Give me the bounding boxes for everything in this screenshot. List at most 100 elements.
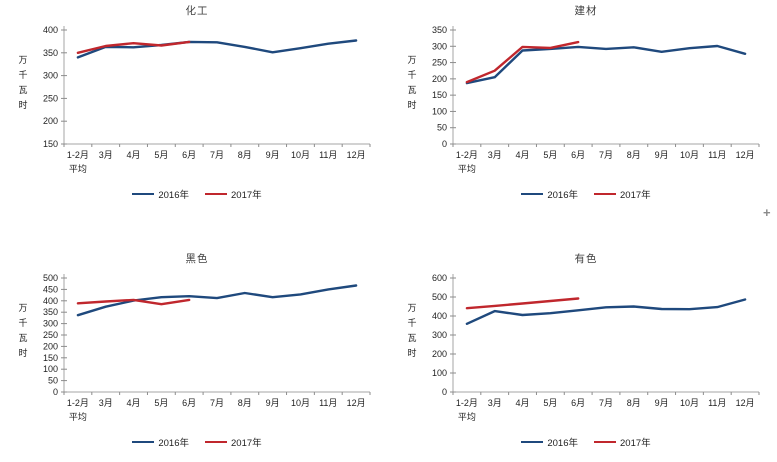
y-tick-label: 200 (432, 74, 447, 84)
x-tick-label: 9月 (266, 398, 280, 408)
legend-line-2017-swatch (205, 440, 227, 444)
legend-label-2017: 2017年 (620, 438, 651, 449)
x-tick-label: 5月 (543, 150, 557, 160)
y-tick-label: 350 (432, 25, 447, 35)
y-tick-label: 100 (432, 368, 447, 378)
x-tick-label: 11月 (319, 398, 337, 408)
x-tick-label: 3月 (99, 398, 113, 408)
y-tick-label: 300 (432, 330, 447, 340)
series-line-2016年[interactable] (76, 284, 358, 317)
y-tick-label: 50 (48, 376, 58, 386)
y-tick-label: 450 (43, 284, 58, 294)
y-tick-label: 150 (43, 353, 58, 363)
plot-area: 150 200 250 300 350 400 1-2月平均 3月 4月 5月 6月 7月 8月 9月 10… (43, 25, 371, 174)
x-tick-label: 4月 (516, 150, 530, 160)
chart-legend: 2016年 2017年 (34, 187, 360, 201)
x-tick-label: 12月 (347, 398, 366, 408)
y-tick-label: 150 (432, 90, 447, 100)
y-tick-label: 350 (43, 307, 58, 317)
x-tick-label: 3月 (99, 150, 113, 160)
legend-label-2016: 2016年 (547, 438, 578, 449)
y-tick-label: 100 (43, 364, 58, 374)
plot-area: 0 50 100 150 200 250 300 350 1-2月平均 3月 4月 5月 6月 7月 8月 9… (432, 25, 760, 174)
chart-panel-chemical: 化工 万 千 瓦 时 150 200 250 300 350 400 1-2月平均 3月 4月 5… (0, 0, 388, 231)
y-axis-title: 万 千 瓦 时 (18, 303, 28, 358)
y-tick-label: 500 (432, 292, 447, 302)
x-tick-label: 10月 (680, 398, 699, 408)
y-tick-label: 250 (432, 58, 447, 68)
series-line-2017年[interactable] (465, 297, 580, 310)
legend-label-2016: 2016年 (158, 438, 189, 449)
chart-legend: 2016年 2017年 (34, 435, 360, 449)
legend-label-2017: 2017年 (231, 190, 262, 201)
y-tick-label: 600 (432, 273, 447, 283)
x-tick-label: 8月 (238, 398, 252, 408)
y-tick-label: 150 (43, 139, 58, 149)
legend-line-2016-swatch (132, 192, 155, 196)
legend-label-2016: 2016年 (547, 190, 578, 201)
y-tick-label: 400 (43, 25, 58, 35)
x-tick-label: 11月 (708, 398, 726, 408)
chart-title: 黑色 (185, 253, 209, 265)
legend-line-2017-swatch (205, 192, 227, 196)
x-tick-label: 9月 (655, 150, 669, 160)
legend-line-2017-swatch (594, 440, 616, 444)
y-axis-title: 万 千 瓦 时 (407, 303, 417, 358)
series-line-2016年[interactable] (465, 44, 747, 85)
x-tick-label: 9月 (655, 398, 669, 408)
x-tick-label: 8月 (627, 150, 641, 160)
legend-label-2016: 2016年 (158, 190, 189, 201)
x-tick-label: 8月 (238, 150, 252, 160)
x-tick-label: 1-2月平均 (456, 398, 478, 422)
x-tick-label: 7月 (210, 150, 224, 160)
chart-title: 建材 (574, 5, 598, 17)
legend-item-2017[interactable]: 2017年 (594, 187, 651, 201)
y-tick-label: 250 (43, 93, 58, 103)
legend-line-2016-swatch (521, 192, 544, 196)
legend-line-2016-swatch (521, 440, 544, 444)
x-tick-label: 11月 (708, 150, 726, 160)
y-tick-label: 50 (437, 123, 447, 133)
x-tick-label: 10月 (680, 150, 699, 160)
y-tick-label: 300 (43, 319, 58, 329)
x-tick-label: 12月 (347, 150, 366, 160)
legend-item-2016[interactable]: 2016年 (132, 435, 189, 449)
legend-label-2017: 2017年 (231, 438, 262, 449)
legend-item-2016[interactable]: 2016年 (521, 435, 578, 449)
legend-item-2017[interactable]: 2017年 (205, 435, 262, 449)
chart-title: 有色 (574, 253, 598, 265)
x-tick-label: 3月 (488, 398, 502, 408)
y-tick-label: 200 (432, 349, 447, 359)
legend-line-2016-swatch (132, 440, 155, 444)
legend-item-2017[interactable]: 2017年 (205, 187, 262, 201)
y-tick-label: 300 (43, 71, 58, 81)
legend-label-2017: 2017年 (620, 190, 651, 201)
x-tick-label: 9月 (266, 150, 280, 160)
x-tick-label: 10月 (291, 150, 310, 160)
x-tick-label: 3月 (488, 150, 502, 160)
x-tick-label: 11月 (319, 150, 337, 160)
x-tick-label: 10月 (291, 398, 310, 408)
legend-line-2017-swatch (594, 192, 616, 196)
y-tick-label: 300 (432, 41, 447, 51)
x-tick-label: 7月 (599, 398, 613, 408)
legend-item-2016[interactable]: 2016年 (132, 187, 189, 201)
x-tick-label: 4月 (127, 398, 141, 408)
x-tick-label: 5月 (154, 150, 168, 160)
y-tick-label: 250 (43, 330, 58, 340)
series-line-2017年[interactable] (76, 40, 191, 54)
chart-panel-building-materials: 建材 万 千 瓦 时 0 50 100 150 200 250 300 350 1-2月平均 3月… (389, 0, 777, 231)
chart-panel-ferrous: 黑色 万 千 瓦 时 0 50 100 150 200 250 300 350 400 450 50… (0, 248, 388, 462)
y-tick-label: 400 (432, 311, 447, 321)
legend-item-2016[interactable]: 2016年 (521, 187, 578, 201)
x-tick-label: 5月 (543, 398, 557, 408)
series-line-2016年[interactable] (76, 39, 358, 59)
x-tick-label: 1-2月平均 (67, 398, 89, 422)
series-line-2017年[interactable] (76, 298, 191, 306)
y-tick-label: 0 (53, 387, 58, 397)
series-line-2016年[interactable] (465, 298, 747, 326)
legend-item-2017[interactable]: 2017年 (594, 435, 651, 449)
series-line-2017年[interactable] (465, 40, 580, 84)
